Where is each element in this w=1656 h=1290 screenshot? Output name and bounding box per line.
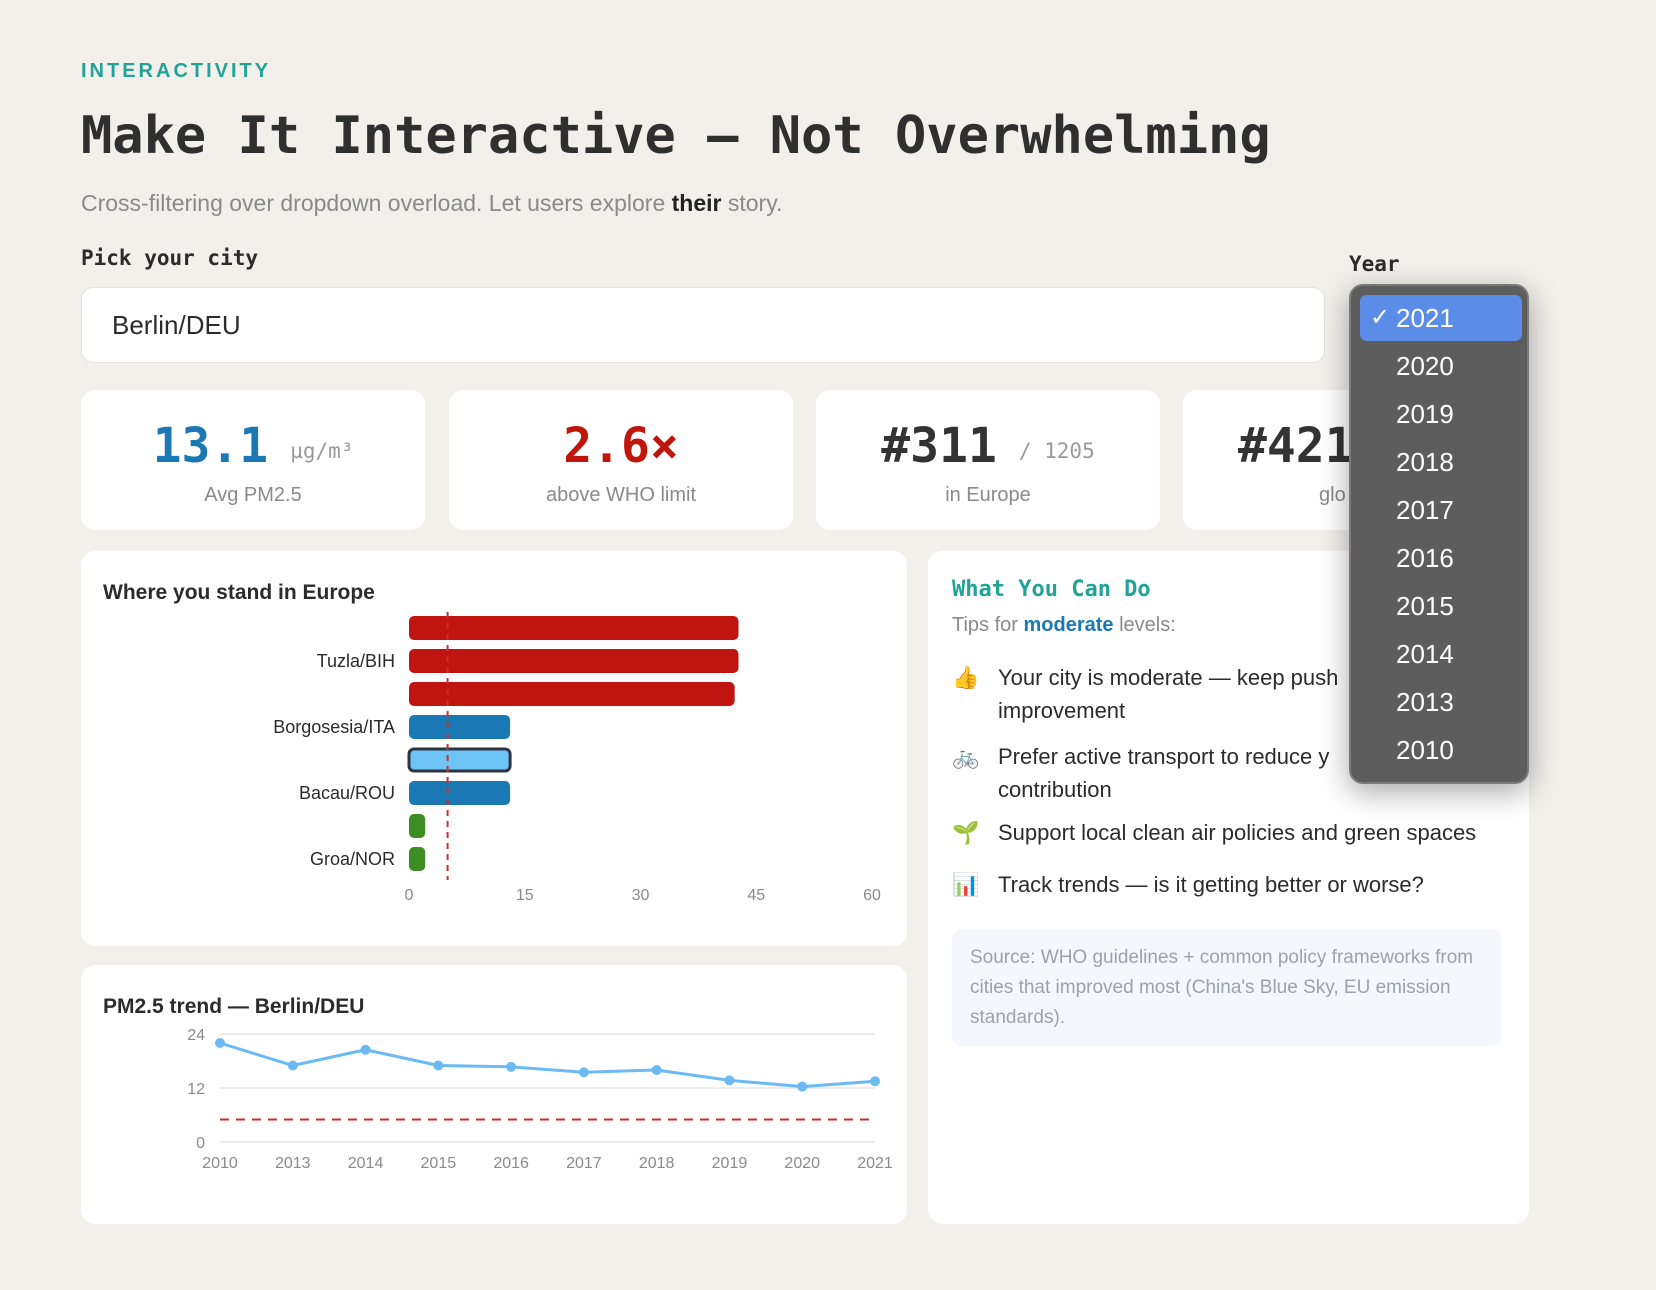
trend-series-line	[219, 1041, 876, 1089]
bar-high	[409, 616, 739, 640]
trend-point	[433, 1060, 444, 1071]
x-tick-label: 2013	[275, 1155, 311, 1172]
stat-value: 2.6×	[563, 418, 679, 474]
tips-title: What You Can Do	[952, 577, 1151, 602]
year-dropdown-menu[interactable]: ✓ 2021 2020 2019 2018 2017 2016 2015 2014…	[1349, 284, 1529, 784]
tips-panel: What You Can Do Tips for moderate levels…	[928, 551, 1529, 1224]
bar-chart-icon: 📊	[952, 872, 980, 897]
bicycle-icon: 🚲	[952, 744, 980, 769]
trend-point	[870, 1076, 880, 1087]
line-chart-title: PM2.5 trend — Berlin/DEU	[103, 995, 365, 1018]
stat-card-europe-rank: #311/ 1205 in Europe	[816, 390, 1160, 530]
stat-card-who: 2.6× above WHO limit	[449, 390, 793, 530]
x-tick-label: 2020	[784, 1155, 820, 1172]
page-title: Make It Interactive — Not Overwhelming	[81, 106, 1271, 166]
bar-moderate	[409, 715, 511, 739]
trend-point	[578, 1067, 589, 1078]
stat-value: 13.1 µg/m³	[152, 418, 354, 474]
bar-low	[409, 814, 426, 838]
x-tick-label: 60	[863, 887, 881, 904]
trend-point	[651, 1065, 662, 1075]
page-subtitle: Cross-filtering over dropdown overload. …	[81, 190, 783, 216]
bar-label: Tuzla/BIH	[317, 651, 395, 671]
europe-bar-chart: Tuzla/BIH Borgosesia/ITA Bacau/ROU Groa/NOR…	[273, 612, 881, 904]
tip-item: 📊 Track trends — is it getting better or…	[952, 868, 1512, 901]
tip-item: 👍 Your city is moderate — keep push impro…	[952, 661, 1512, 727]
x-tick-label: 2017	[566, 1155, 602, 1172]
year-option[interactable]: 2017	[1396, 494, 1454, 525]
x-tick-label: 2016	[493, 1155, 529, 1172]
tip-item: 🚲 Prefer active transport to reduce y con…	[952, 740, 1512, 806]
trend-point	[797, 1081, 808, 1092]
tip-item: 🌱 Support local clean air policies and g…	[952, 816, 1512, 849]
europe-ranking-panel: Where you stand in Europe Tuzla/BIH Borgo…	[81, 551, 907, 946]
stat-caption: glo	[1319, 484, 1346, 506]
trend-point	[287, 1060, 298, 1071]
trend-line-chart: 0 12 24 2010 2013 2014 2015 2016 2017 2018 2019 202…	[187, 1027, 893, 1172]
city-label: Pick your city	[81, 246, 259, 270]
source-note: Source: WHO guidelines + common policy f…	[952, 929, 1502, 1046]
y-tick-label: 0	[196, 1135, 205, 1152]
bar-high	[409, 649, 739, 673]
stat-value: #421	[1238, 418, 1354, 474]
y-tick-label: 12	[187, 1081, 205, 1098]
bar-label: Borgosesia/ITA	[273, 717, 395, 737]
x-tick-label: 2010	[202, 1155, 238, 1172]
trend-point	[360, 1044, 371, 1055]
stat-caption: Avg PM2.5	[204, 484, 302, 506]
trend-point	[506, 1061, 517, 1072]
bar-low	[409, 847, 426, 871]
y-tick-label: 24	[187, 1027, 205, 1044]
year-option[interactable]: 2018	[1396, 446, 1454, 477]
x-tick-label: 0	[405, 887, 414, 904]
bar-chart-title: Where you stand in Europe	[103, 581, 375, 604]
bar-selected	[407, 747, 512, 773]
tips-subtitle: Tips for moderate levels:	[952, 614, 1176, 636]
stat-caption: in Europe	[945, 484, 1031, 506]
year-option[interactable]: 2010	[1396, 734, 1454, 765]
city-input[interactable]: Berlin/DEU	[81, 287, 1325, 363]
x-tick-label: 2021	[857, 1155, 893, 1172]
x-tick-label: 15	[516, 887, 534, 904]
year-label: Year	[1349, 252, 1400, 276]
x-tick-label: 2019	[712, 1155, 748, 1172]
bar-moderate	[409, 781, 511, 805]
year-option[interactable]: 2019	[1396, 398, 1454, 429]
x-tick-label: 2014	[348, 1155, 384, 1172]
checkmark-icon: ✓	[1370, 304, 1391, 331]
stat-caption: above WHO limit	[545, 484, 697, 506]
bar-label: Bacau/ROU	[299, 783, 395, 803]
section-eyebrow: INTERACTIVITY	[81, 60, 272, 82]
trend-panel: PM2.5 trend — Berlin/DEU 0 12 24 2010 2013 20…	[81, 965, 907, 1224]
x-tick-label: 45	[747, 887, 765, 904]
bar-label: Groa/NOR	[310, 849, 395, 869]
trend-point	[215, 1038, 225, 1048]
year-option[interactable]: 2020	[1396, 350, 1454, 381]
x-tick-label: 30	[632, 887, 650, 904]
year-option-selected[interactable]: ✓ 2021	[1360, 295, 1522, 341]
year-option[interactable]: 2013	[1396, 686, 1454, 717]
trend-point	[724, 1075, 735, 1086]
stat-value: #311/ 1205	[881, 418, 1095, 474]
thumbs-up-icon: 👍	[952, 665, 980, 690]
seedling-icon: 🌱	[952, 820, 980, 845]
x-tick-label: 2015	[421, 1155, 457, 1172]
stat-card-avg: 13.1 µg/m³ Avg PM2.5	[81, 390, 425, 530]
year-option[interactable]: 2014	[1396, 638, 1454, 669]
year-option[interactable]: 2015	[1396, 590, 1454, 621]
x-tick-label: 2018	[639, 1155, 675, 1172]
bar-high	[409, 682, 735, 706]
year-option[interactable]: 2016	[1396, 542, 1454, 573]
